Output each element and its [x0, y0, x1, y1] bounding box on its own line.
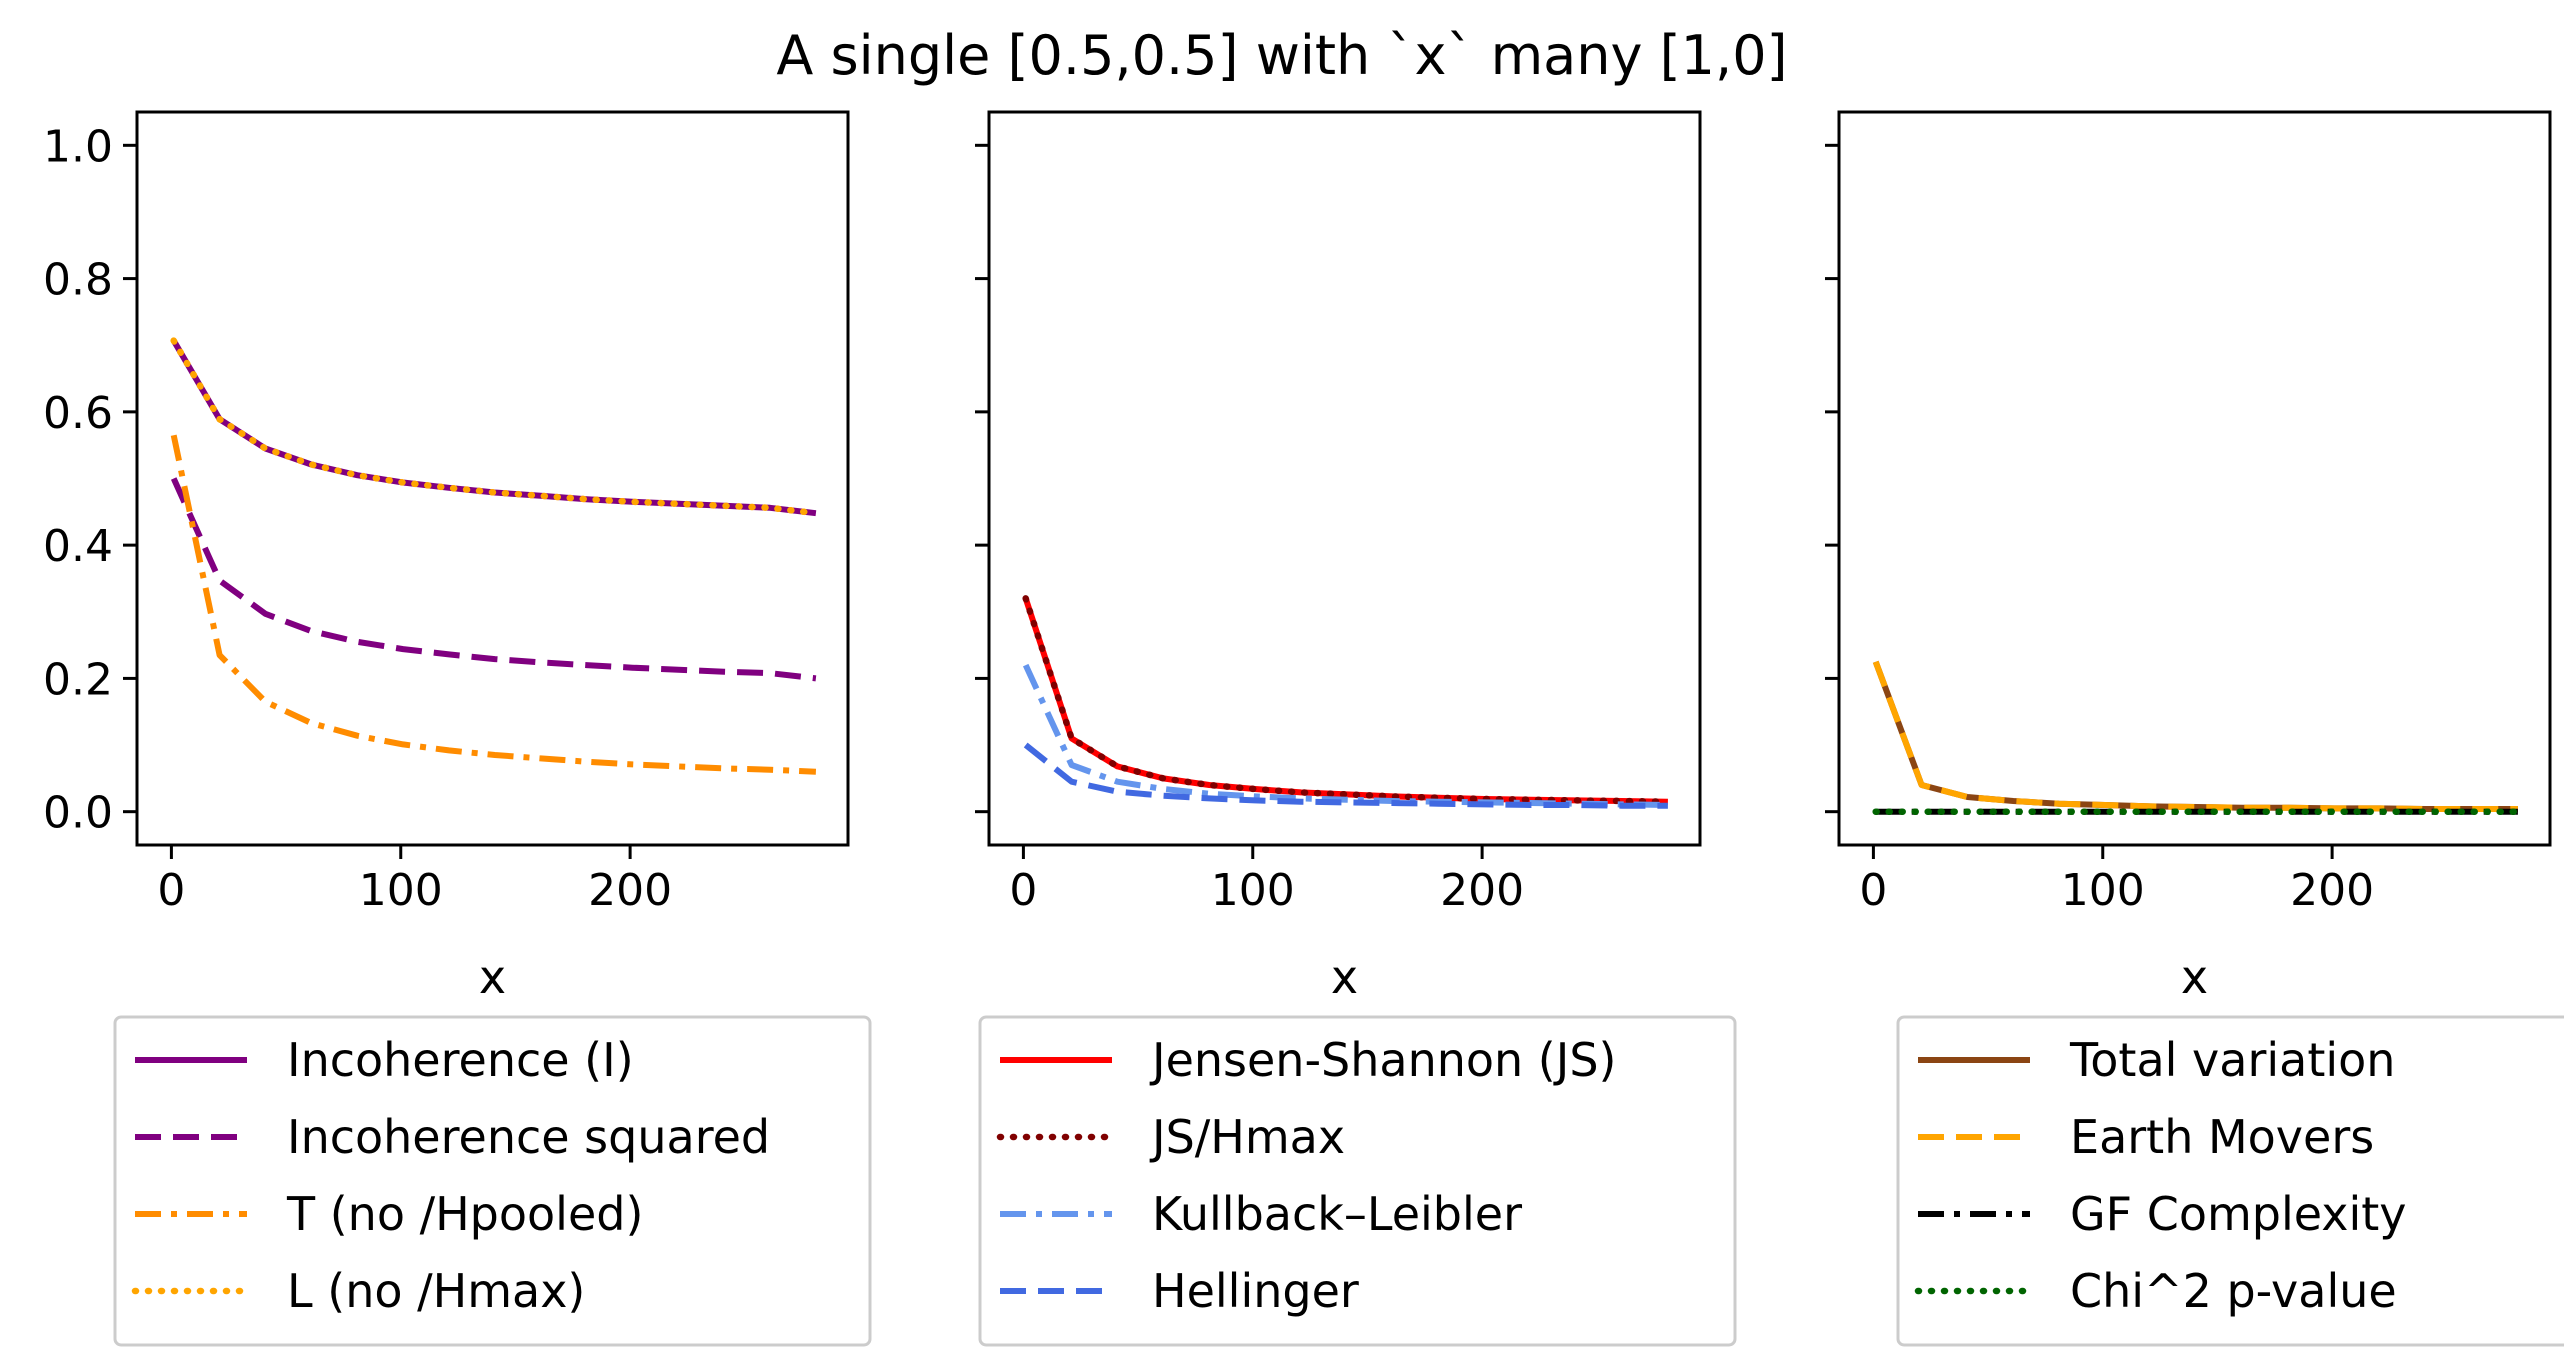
legend: Jensen-Shannon (JS) JS/Hmax Kullback–Leibl…: [978, 1015, 1737, 1347]
series-line-l-no-hmax-: [170, 337, 820, 517]
panel-2: 0 100 200 x Jensen-Shannon (JS) JS/Hmax Kullba…: [975, 110, 1737, 1347]
y-tick-label: 0.6: [43, 388, 113, 439]
legend-label: JS/Hmax: [1149, 1110, 1345, 1164]
series-line-t-no-hpooled-: [170, 434, 817, 775]
legend-label: Incoherence squared: [287, 1110, 770, 1164]
legend-label: Incoherence (I): [287, 1033, 634, 1087]
x-axis-label: x: [479, 950, 506, 1004]
series-line-earth-movers: [1872, 660, 2518, 812]
x-tick-label: 100: [359, 865, 443, 916]
series-line-total-variation: [1872, 660, 2518, 812]
series-line-incoherence-i-: [171, 339, 817, 517]
series-line-hellinger: [1023, 742, 1668, 809]
series-line-js-hmax: [1022, 595, 1672, 805]
series-line-incoherence-squared: [170, 477, 817, 682]
y-tick-label: 0.8: [43, 255, 113, 306]
legend-label: Total variation: [2069, 1033, 2395, 1087]
panel-3: 0 100 200 x Total variation Earth Movers GF Co…: [1825, 110, 2564, 1347]
axes-frame: [1837, 110, 2552, 847]
x-tick-label: 0: [1009, 865, 1037, 916]
legend-box: [113, 1015, 872, 1347]
y-tick-label: 0.2: [43, 654, 113, 705]
legend: Incoherence (I) Incoherence squared T (no …: [113, 1015, 872, 1347]
legend-label: GF Complexity: [2070, 1187, 2407, 1241]
x-tick-label: 100: [2061, 865, 2145, 916]
series-group: [1022, 595, 1672, 809]
legend-label: Hellinger: [1152, 1264, 1359, 1318]
legend-box: [1896, 1015, 2564, 1347]
axes-frame: [987, 110, 1702, 847]
legend-label: Kullback–Leibler: [1152, 1187, 1522, 1241]
legend-label: Jensen-Shannon (JS): [1149, 1033, 1616, 1087]
series-group: [170, 337, 820, 775]
y-tick-label: 0.4: [43, 521, 113, 572]
legend-label: Earth Movers: [2070, 1110, 2374, 1164]
legend-label: Chi^2 p-value: [2070, 1264, 2397, 1318]
legend-label: T (no /Hpooled): [286, 1187, 643, 1241]
legend-label: L (no /Hmax): [287, 1264, 585, 1318]
legend-box: [978, 1015, 1737, 1347]
panel-1: 0 100 200 0.0 0.2 0.4 0.6 0.8 1.0 x Incoherence (I…: [43, 110, 872, 1347]
y-tick-label: 0.0: [43, 788, 113, 839]
x-tick-label: 100: [1211, 865, 1295, 916]
series-line-kullback-leibler: [1022, 663, 1668, 808]
series-line-jensen-shannon-js-: [1022, 597, 1668, 805]
legend: Total variation Earth Movers GF Complexity…: [1896, 1015, 2564, 1347]
x-axis-label: x: [1331, 950, 1358, 1004]
x-axis-label: x: [2181, 950, 2208, 1004]
x-tick-label: 0: [1859, 865, 1887, 916]
x-tick-label: 200: [1440, 865, 1524, 916]
y-tick-label: 1.0: [43, 121, 113, 172]
series-group: [1872, 660, 2522, 815]
axes-frame: [135, 110, 850, 847]
x-tick-label: 200: [2290, 865, 2374, 916]
x-tick-label: 0: [157, 865, 185, 916]
x-tick-label: 200: [588, 865, 672, 916]
figure-title: A single [0.5,0.5] with `x` many [1,0]: [776, 24, 1787, 87]
